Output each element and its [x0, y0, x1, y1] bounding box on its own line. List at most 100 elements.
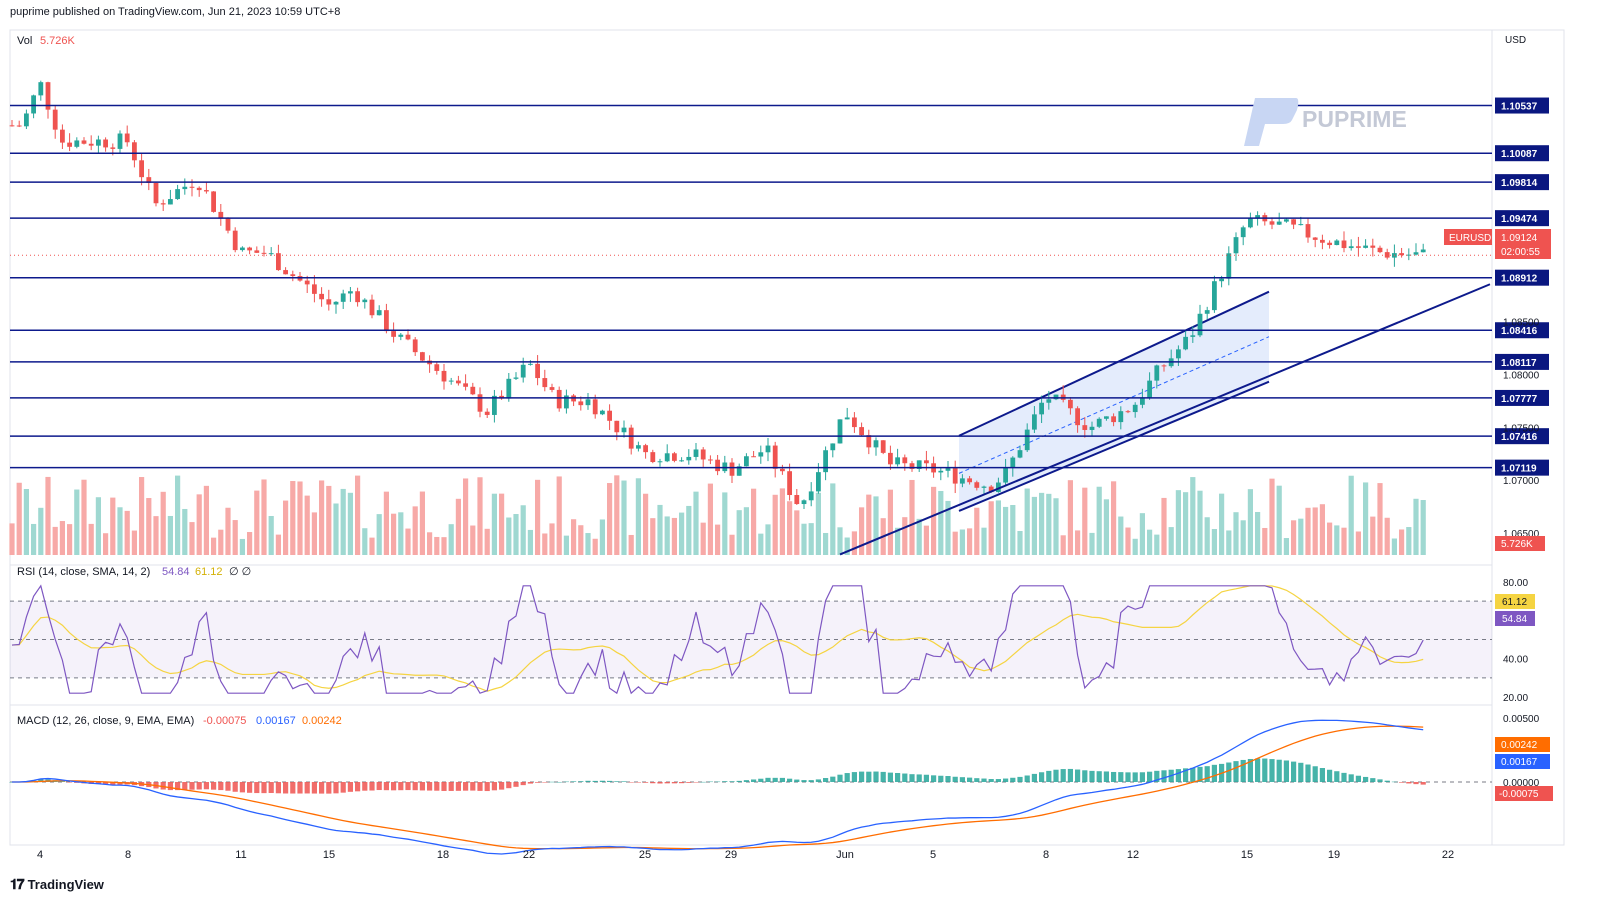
volume-bar — [59, 521, 65, 555]
candle-body — [772, 445, 778, 469]
symbol-price-badge[interactable]: EURUSD 1.09124 02:00:55 — [1444, 229, 1551, 259]
volume-bar — [268, 515, 274, 555]
macd-hist-bar — [463, 782, 469, 791]
price-axis[interactable]: 1.10537 1.10087 1.09814 1.09474 1.08912 1.084… — [1495, 97, 1549, 541]
candle-body — [405, 334, 411, 340]
publish-header: puprime published on TradingView.com, Ju… — [10, 6, 341, 18]
ascending-channel[interactable] — [958, 290, 1270, 512]
candle-body — [340, 293, 346, 302]
candle-body — [945, 468, 951, 471]
macd-hist-bar — [779, 777, 785, 782]
macd-hist-bar — [909, 774, 915, 782]
macd-hist-bar — [369, 782, 375, 791]
candle-body — [1032, 414, 1037, 430]
macd-hist-bar — [1154, 770, 1160, 782]
candle-body — [600, 410, 605, 415]
volume-bar — [1003, 506, 1009, 555]
macd-hist-bar — [945, 776, 951, 782]
macd-hist-bar — [1039, 772, 1045, 782]
macd-hist-bar — [671, 782, 677, 784]
macd-hist-bar — [535, 782, 541, 783]
volume-bar — [801, 523, 807, 555]
macd-hist-bar — [635, 782, 641, 783]
candle-body — [52, 109, 58, 130]
candle-body — [700, 449, 706, 460]
candle-body — [535, 363, 540, 379]
level-label-bg — [1495, 97, 1549, 114]
macd-hist-bar — [794, 779, 800, 782]
macd-hist-bar — [1089, 770, 1095, 782]
macd-hist-bar — [1319, 768, 1325, 782]
volume-bar — [851, 531, 857, 555]
candle-body — [866, 435, 872, 448]
volume-bar — [434, 536, 440, 555]
candle-body — [1226, 253, 1232, 279]
macd-hist-bar — [441, 782, 447, 791]
macd-hist-bar — [1305, 764, 1311, 782]
candle-body — [787, 471, 792, 496]
volume-bar — [1291, 520, 1297, 555]
candle-body — [1248, 217, 1253, 228]
macd-hist-bar — [506, 782, 512, 789]
candle-body — [31, 95, 36, 114]
volume-bar — [643, 493, 649, 555]
candle-body — [664, 453, 670, 462]
macd-hist-bar — [556, 781, 562, 783]
level-label: 1.10537 — [1501, 102, 1538, 113]
volume-value: 5.726K — [40, 35, 76, 47]
horizontal-levels[interactable] — [10, 104, 1492, 469]
candle-body — [369, 299, 375, 316]
candle-body — [168, 199, 173, 205]
volume-bar — [722, 492, 728, 555]
svg-text:54.84: 54.84 — [1502, 614, 1527, 625]
svg-text:PUPRIME: PUPRIME — [1302, 106, 1407, 132]
candle-body — [1377, 247, 1383, 253]
volume-bar — [391, 513, 397, 555]
macd-hist-bar — [887, 772, 893, 782]
volume-bar — [772, 494, 778, 555]
macd-hist-bar — [1060, 769, 1066, 782]
macd-hist-bar — [895, 772, 901, 782]
macd-hist-bar — [830, 776, 836, 782]
volume-bar — [1391, 538, 1397, 555]
support-trendline[interactable] — [839, 283, 1491, 556]
price-tick-label: 1.07500 — [1503, 423, 1540, 434]
macd-hist-bar — [405, 782, 411, 791]
candle-body — [225, 217, 231, 231]
volume-bar — [535, 479, 541, 555]
volume-bar — [1046, 493, 1052, 555]
candle-body — [254, 250, 260, 253]
volume-bar — [664, 516, 670, 555]
volume-bar — [1211, 529, 1217, 555]
level-label: 1.07777 — [1501, 394, 1538, 405]
candle-body — [924, 460, 929, 464]
candle-body — [823, 450, 828, 473]
macd-hist-bar — [988, 779, 994, 782]
volume-bar — [866, 494, 872, 555]
level-label-bg — [1495, 174, 1549, 191]
volume-bar — [1183, 492, 1189, 555]
volume-bar — [153, 516, 159, 555]
volume-bar — [383, 491, 389, 555]
candle-body — [1348, 246, 1354, 249]
tradingview-logo[interactable]: 𝟏𝟕 TradingView — [10, 876, 104, 893]
macd-hist-bar — [160, 782, 166, 790]
macd-hist-bar — [484, 782, 490, 792]
volume-bar — [304, 495, 310, 555]
candle-body — [1024, 429, 1030, 451]
candle-body — [1183, 336, 1188, 350]
volume-bar — [736, 510, 742, 555]
volume-bar — [916, 518, 922, 555]
volume-bar — [614, 475, 620, 555]
volume-bar — [945, 500, 951, 555]
macd-hist-bar — [203, 782, 209, 790]
macd-hist-bar — [1139, 772, 1145, 782]
time-tick-label: 29 — [725, 849, 737, 861]
macd-hist-bar — [347, 782, 353, 792]
candle-body — [996, 482, 1001, 492]
candle-body — [484, 411, 490, 415]
time-tick-label: 18 — [437, 849, 449, 861]
macd-hist-bar — [491, 782, 497, 791]
time-axis[interactable]: 4 8 11 15 18 22 25 29 Jun 5 8 12 15 19 22 — [37, 849, 1454, 861]
